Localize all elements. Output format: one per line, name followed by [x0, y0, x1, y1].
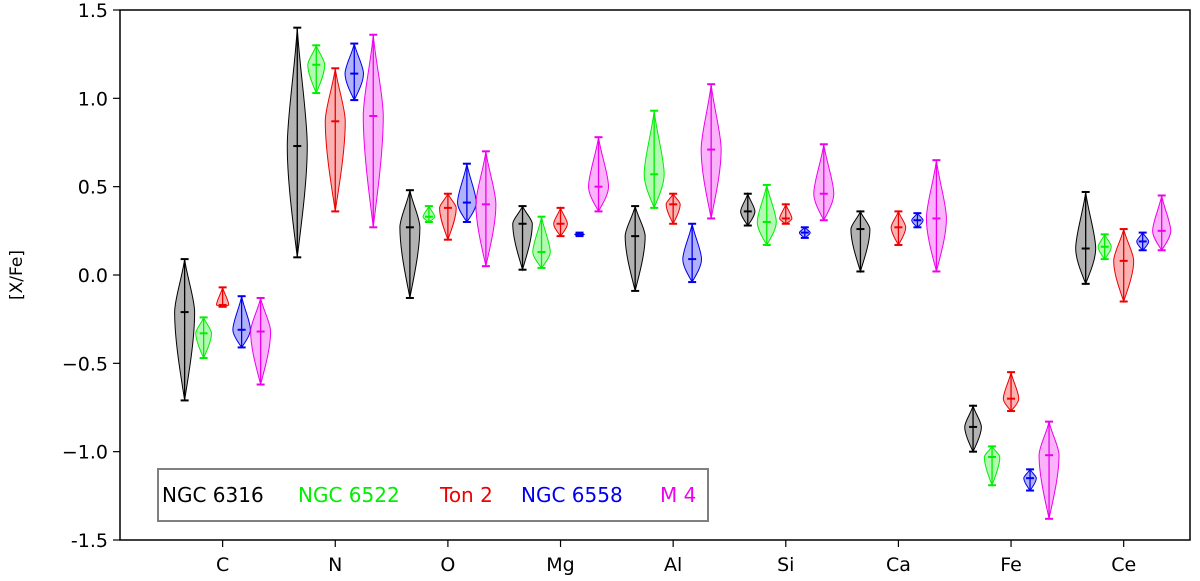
x-tick-label: Fe	[1000, 554, 1022, 576]
x-tick-label: Si	[777, 554, 794, 576]
y-tick-label: -1.5	[71, 530, 108, 552]
y-axis-label: [X/Fe]	[7, 250, 27, 300]
legend-entry: M 4	[660, 483, 696, 507]
y-tick-label: 1.5	[78, 0, 108, 22]
violins-layer	[174, 26, 1172, 520]
x-tick-label: Al	[664, 554, 682, 576]
y-tick-label: 0.5	[78, 177, 108, 199]
legend-entry: NGC 6316	[162, 483, 264, 507]
x-tick-label: Ca	[886, 554, 911, 576]
y-tick-label: 0.0	[78, 265, 108, 287]
y-tick-label: 1.0	[78, 88, 108, 110]
legend-entry: NGC 6522	[298, 483, 400, 507]
legend-entry: NGC 6558	[521, 483, 623, 507]
x-tick-label: Ce	[1111, 554, 1136, 576]
y-tick-label: −1.0	[62, 442, 108, 464]
plot-frame	[119, 9, 1191, 541]
x-tick-label: O	[440, 554, 455, 576]
x-tick-label: Mg	[546, 554, 574, 576]
x-tick-label: C	[216, 554, 229, 576]
y-axis: 1.5 1.0 0.5 0.0 −0.5 −1.0 -1.5	[62, 0, 120, 552]
legend-entry: Ton 2	[439, 483, 493, 507]
x-tick-label: N	[328, 554, 342, 576]
x-axis: C N O Mg Al Si Ca Fe Ce	[216, 540, 1136, 576]
y-tick-label: −0.5	[62, 353, 108, 375]
legend: NGC 6316 NGC 6522 Ton 2 NGC 6558 M 4	[157, 468, 709, 522]
legend-frame	[157, 468, 709, 522]
